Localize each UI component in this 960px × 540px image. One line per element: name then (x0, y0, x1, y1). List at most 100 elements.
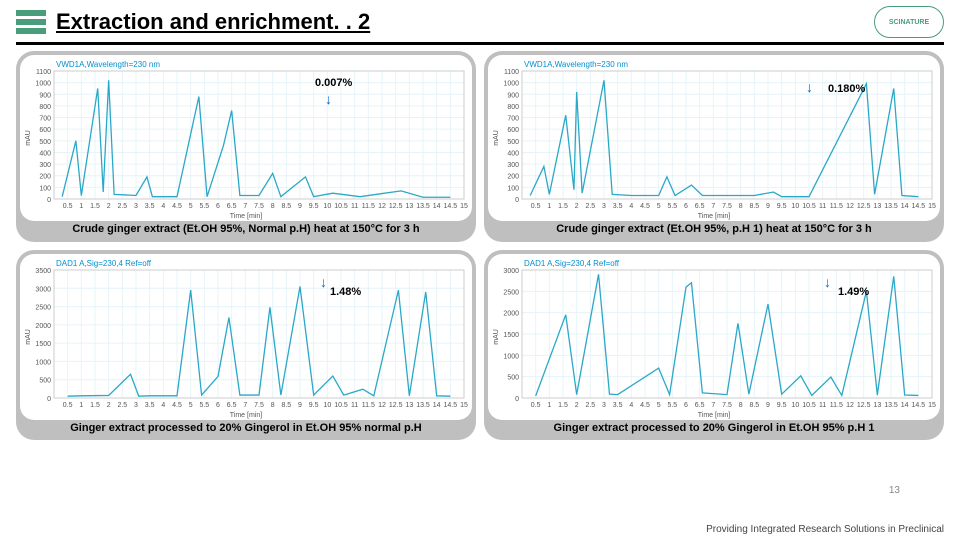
svg-text:4.5: 4.5 (172, 402, 182, 409)
svg-text:1.5: 1.5 (558, 203, 568, 210)
svg-text:4: 4 (629, 203, 633, 210)
svg-text:1000: 1000 (35, 81, 51, 88)
svg-text:900: 900 (507, 92, 519, 99)
svg-text:9: 9 (766, 203, 770, 210)
svg-text:2000: 2000 (503, 310, 519, 317)
arrow-icon: ↓ (325, 91, 332, 107)
svg-text:2.5: 2.5 (585, 203, 595, 210)
svg-text:8.5: 8.5 (281, 203, 291, 210)
svg-text:Time [min]: Time [min] (230, 412, 262, 419)
svg-text:6: 6 (684, 402, 688, 409)
svg-text:500: 500 (507, 139, 519, 146)
svg-text:300: 300 (39, 162, 51, 169)
svg-text:10.5: 10.5 (334, 402, 348, 409)
svg-text:DAD1 A,Sig=230,4 Ref=off: DAD1 A,Sig=230,4 Ref=off (56, 259, 152, 268)
svg-text:2.5: 2.5 (117, 402, 127, 409)
title-rule (16, 42, 944, 45)
svg-text:2: 2 (575, 203, 579, 210)
svg-text:13: 13 (405, 402, 413, 409)
svg-text:13.5: 13.5 (884, 203, 898, 210)
svg-text:13: 13 (405, 203, 413, 210)
svg-text:14.5: 14.5 (912, 203, 926, 210)
caption-3: Ginger extract processed to 20% Gingerol… (20, 420, 472, 437)
svg-text:DAD1 A,Sig=230,4 Ref=off: DAD1 A,Sig=230,4 Ref=off (524, 259, 620, 268)
svg-text:200: 200 (507, 174, 519, 181)
svg-text:700: 700 (39, 116, 51, 123)
svg-text:6: 6 (216, 402, 220, 409)
svg-text:11.5: 11.5 (362, 203, 375, 210)
page-title: Extraction and enrichment. . 2 (56, 9, 874, 35)
svg-text:0.5: 0.5 (63, 203, 73, 210)
arrow-icon: ↓ (824, 274, 831, 290)
svg-text:8: 8 (271, 402, 275, 409)
svg-text:5.5: 5.5 (199, 203, 209, 210)
svg-text:2.5: 2.5 (117, 203, 127, 210)
svg-text:1.5: 1.5 (90, 203, 100, 210)
svg-text:6.5: 6.5 (695, 402, 705, 409)
percent-label: 1.48% (330, 286, 361, 298)
chart-grid: 0100200300400500600700800900100011000.51… (0, 51, 960, 440)
svg-text:400: 400 (39, 150, 51, 157)
svg-text:12: 12 (378, 203, 386, 210)
svg-text:Time [min]: Time [min] (698, 213, 730, 220)
svg-text:13: 13 (873, 203, 881, 210)
svg-text:600: 600 (39, 127, 51, 134)
svg-text:7: 7 (243, 203, 247, 210)
svg-text:2: 2 (107, 402, 111, 409)
svg-text:2500: 2500 (503, 289, 519, 296)
svg-text:mAU: mAU (493, 130, 500, 146)
svg-text:15: 15 (928, 402, 936, 409)
svg-text:13: 13 (873, 402, 881, 409)
svg-text:0.5: 0.5 (531, 203, 541, 210)
svg-text:1: 1 (547, 203, 551, 210)
svg-text:9.5: 9.5 (777, 402, 787, 409)
svg-text:10.5: 10.5 (802, 203, 816, 210)
svg-text:6: 6 (684, 203, 688, 210)
svg-text:4: 4 (629, 402, 633, 409)
svg-text:5: 5 (189, 402, 193, 409)
svg-text:10: 10 (791, 203, 799, 210)
svg-text:4.5: 4.5 (640, 402, 650, 409)
chromatogram-3: 05001000150020002500300035000.511.522.53… (20, 254, 472, 420)
svg-text:5: 5 (189, 203, 193, 210)
svg-text:11.5: 11.5 (362, 402, 375, 409)
svg-text:5: 5 (657, 203, 661, 210)
svg-text:500: 500 (507, 374, 519, 381)
svg-text:10: 10 (323, 402, 331, 409)
svg-text:VWD1A,Wavelength=230 nm: VWD1A,Wavelength=230 nm (524, 60, 628, 69)
svg-text:100: 100 (507, 185, 519, 192)
svg-text:3: 3 (134, 402, 138, 409)
svg-text:6: 6 (216, 203, 220, 210)
svg-text:1: 1 (79, 402, 83, 409)
svg-text:1000: 1000 (503, 81, 519, 88)
svg-text:900: 900 (39, 92, 51, 99)
svg-text:9.5: 9.5 (309, 402, 319, 409)
svg-text:400: 400 (507, 150, 519, 157)
svg-text:8: 8 (739, 203, 743, 210)
svg-text:7.5: 7.5 (722, 203, 732, 210)
svg-text:8: 8 (739, 402, 743, 409)
svg-text:5.5: 5.5 (667, 402, 677, 409)
svg-text:mAU: mAU (25, 130, 32, 146)
svg-text:7.5: 7.5 (254, 402, 264, 409)
percent-label: 0.180% (828, 83, 865, 95)
caption-4: Ginger extract processed to 20% Gingerol… (488, 420, 940, 437)
svg-text:11: 11 (351, 402, 358, 409)
svg-text:VWD1A,Wavelength=230 nm: VWD1A,Wavelength=230 nm (56, 60, 160, 69)
accent-bars (16, 10, 46, 34)
arrow-icon: ↓ (806, 79, 813, 95)
svg-text:9: 9 (766, 402, 770, 409)
svg-text:12: 12 (846, 402, 854, 409)
svg-text:13.5: 13.5 (416, 203, 430, 210)
svg-text:1100: 1100 (36, 69, 51, 76)
svg-text:8.5: 8.5 (749, 402, 759, 409)
svg-text:Time [min]: Time [min] (698, 412, 730, 419)
percent-label: 0.007% (315, 77, 352, 89)
svg-text:1100: 1100 (504, 69, 519, 76)
svg-text:2.5: 2.5 (585, 402, 595, 409)
svg-text:1500: 1500 (503, 332, 519, 339)
svg-text:3.5: 3.5 (145, 402, 155, 409)
svg-text:4.5: 4.5 (172, 203, 182, 210)
svg-text:3.5: 3.5 (613, 203, 623, 210)
svg-text:10: 10 (323, 203, 331, 210)
